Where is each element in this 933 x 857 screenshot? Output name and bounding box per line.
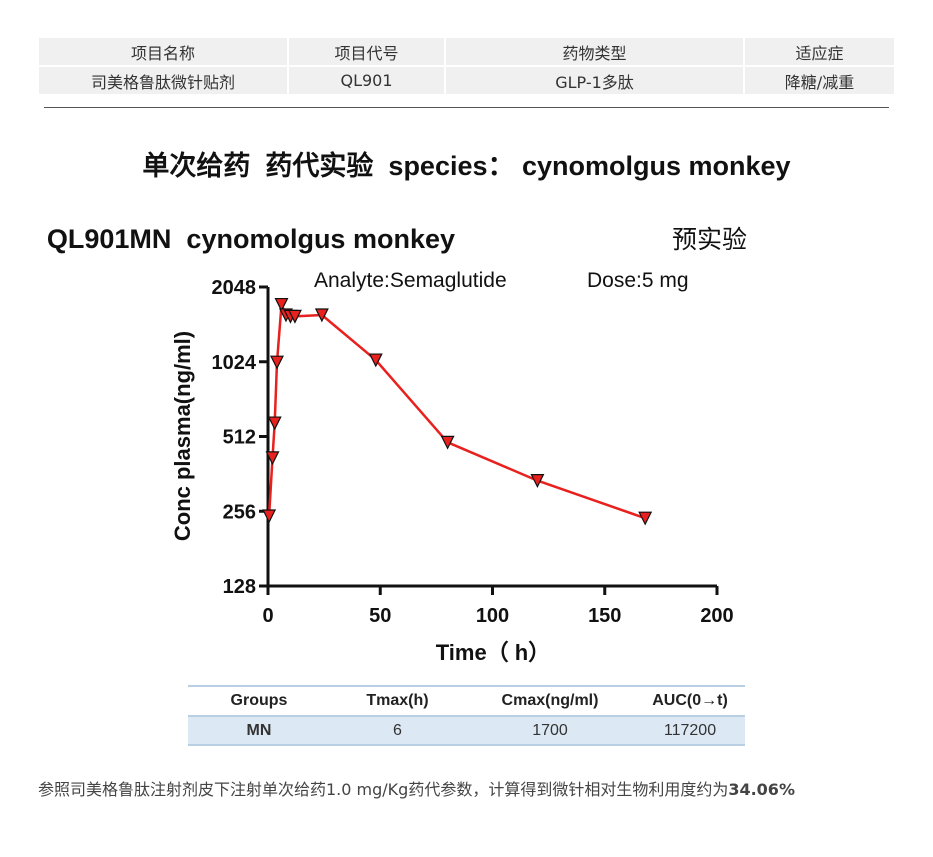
chart-title: QL901MN cynomolgus monkey	[47, 224, 455, 254]
indication-header: 适应症	[744, 38, 894, 67]
project-code-cell: QL901	[288, 66, 446, 96]
cmax-header: Cmax(ng/ml)	[465, 685, 635, 717]
y-tick-label: 1024	[212, 352, 257, 374]
y-axis-label: Conc plasma(ng/ml)	[170, 331, 195, 541]
data-point	[262, 509, 277, 524]
project-info-row: 司美格鲁肽微针贴剂 QL901 GLP-1多肽 降糖/减重	[39, 66, 894, 96]
axes: 128 256 512 1024 2048 0 50 100 150 200	[212, 277, 734, 627]
chart-title-suffix: 预实验	[672, 225, 747, 254]
data-point	[270, 355, 284, 370]
x-tick-label: 100	[476, 605, 509, 627]
data-point	[314, 308, 329, 323]
bioavailability-value: 34.06%	[728, 780, 795, 799]
y-tick-label: 2048	[212, 277, 257, 299]
project-info-header-row: 项目名称 项目代号 药物类型 适应症	[39, 38, 894, 67]
project-info-table: 项目名称 项目代号 药物类型 适应症 司美格鲁肽微针贴剂 QL901 GLP-1…	[39, 38, 894, 96]
x-tick-label: 0	[262, 605, 273, 627]
data-point	[530, 474, 545, 488]
drug-type-cell: GLP-1多肽	[445, 66, 745, 96]
data-point	[287, 309, 302, 324]
x-tick-label: 50	[369, 605, 391, 627]
tmax-header: Tmax(h)	[330, 685, 465, 717]
groups-header: Groups	[188, 685, 330, 717]
data-point	[274, 297, 289, 312]
tmax-cell: 6	[330, 716, 465, 746]
cmax-cell: 1700	[465, 716, 635, 746]
x-tick-label: 200	[700, 605, 733, 627]
results-table: Groups Tmax(h) Cmax(ng/ml) AUC(0→t) MN 6…	[188, 685, 745, 746]
chart-title-group: QL901MN cynomolgus monkey 预实验	[47, 224, 747, 254]
group-cell: MN	[188, 716, 330, 746]
indication-cell: 降糖/减重	[744, 66, 894, 96]
analyte-annotation: Analyte:Semaglutide	[314, 269, 507, 292]
data-point	[267, 416, 282, 431]
drug-type-header: 药物类型	[445, 38, 745, 67]
results-row: MN 6 1700 117200	[188, 716, 745, 746]
dose-annotation: Dose:5 mg	[587, 269, 689, 292]
y-tick-label: 512	[223, 427, 256, 449]
x-axis-label: Time（ h）	[436, 640, 551, 665]
series-layer	[262, 297, 653, 526]
x-tick-label: 150	[588, 605, 621, 627]
section-heading: 单次给药 药代实验 species： cynomolgus monkey	[142, 151, 791, 181]
data-point	[265, 451, 280, 466]
section-divider	[44, 107, 889, 108]
data-point	[440, 435, 455, 450]
data-point	[638, 511, 653, 526]
project-name-cell: 司美格鲁肽微针贴剂	[39, 66, 289, 96]
y-tick-label: 256	[223, 501, 256, 523]
project-name-header: 项目名称	[39, 38, 289, 67]
project-code-header: 项目代号	[288, 38, 446, 67]
auc-header: AUC(0→t)	[635, 685, 745, 717]
note-text: 参照司美格鲁肽注射剂皮下注射单次给药1.0 mg/Kg药代参数，计算得到微针相对…	[38, 780, 729, 799]
pk-chart: QL901MN cynomolgus monkey 预实验 Analyte:Se…	[47, 224, 747, 665]
data-point	[368, 353, 383, 368]
series-line	[267, 303, 646, 520]
bioavailability-note: 参照司美格鲁肽注射剂皮下注射单次给药1.0 mg/Kg药代参数，计算得到微针相对…	[38, 776, 795, 800]
auc-cell: 117200	[635, 716, 745, 746]
results-header-row: Groups Tmax(h) Cmax(ng/ml) AUC(0→t)	[188, 685, 745, 717]
y-tick-label: 128	[223, 576, 256, 598]
